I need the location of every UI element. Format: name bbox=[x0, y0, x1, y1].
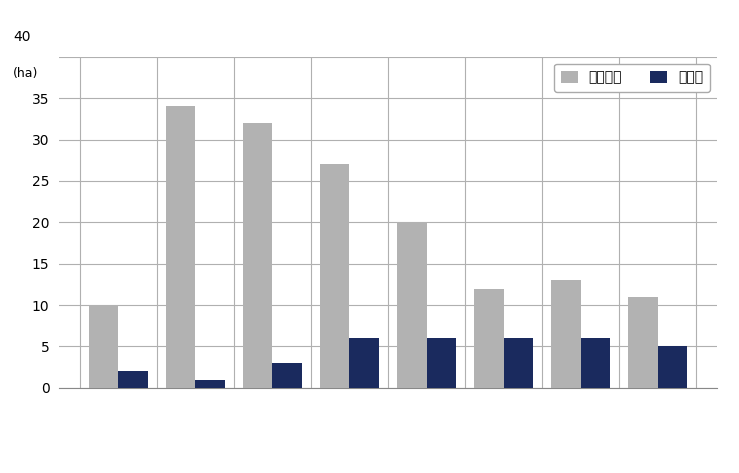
Bar bbox=[166, 106, 195, 388]
Bar bbox=[551, 280, 581, 388]
Legend: キュウリ, イチゴ: キュウリ, イチゴ bbox=[554, 64, 710, 92]
Bar bbox=[195, 379, 225, 388]
Bar bbox=[89, 305, 118, 388]
Bar bbox=[474, 289, 503, 388]
Text: 40: 40 bbox=[13, 29, 30, 44]
Bar bbox=[118, 371, 148, 388]
Bar bbox=[273, 363, 302, 388]
Bar bbox=[658, 346, 687, 388]
Bar bbox=[320, 165, 350, 388]
Bar bbox=[628, 297, 658, 388]
Bar bbox=[398, 222, 426, 388]
Bar bbox=[581, 338, 610, 388]
Text: (ha): (ha) bbox=[13, 67, 38, 79]
Bar bbox=[350, 338, 378, 388]
Bar bbox=[426, 338, 456, 388]
Bar bbox=[503, 338, 533, 388]
Bar bbox=[243, 123, 273, 388]
